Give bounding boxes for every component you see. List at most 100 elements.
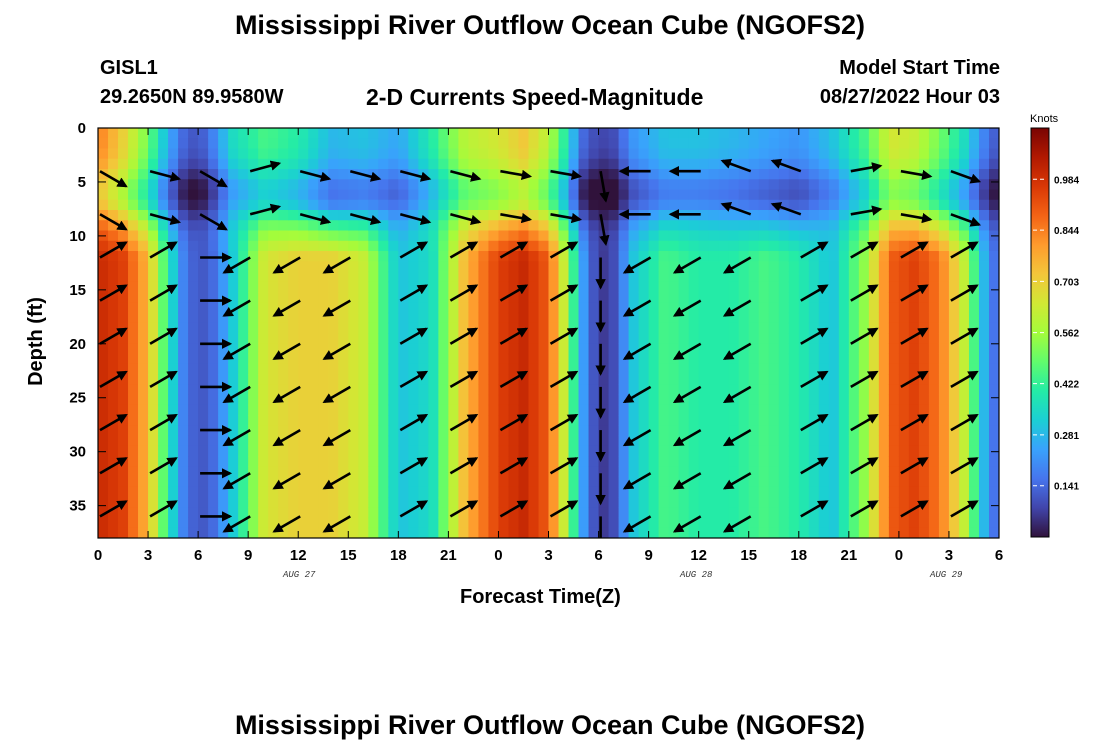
heatmap-cell: [538, 230, 550, 242]
current-arrow: [950, 413, 979, 432]
heatmap-cell: [608, 199, 620, 211]
heatmap-cell: [858, 158, 870, 170]
heatmap-cell: [988, 353, 999, 365]
current-arrow: [950, 169, 982, 184]
heatmap-cell: [928, 517, 940, 529]
heatmap-cell: [198, 456, 209, 467]
heatmap-cell: [708, 199, 720, 211]
heatmap-cell: [558, 138, 570, 150]
heatmap-cell: [468, 507, 480, 519]
x-tick-label: 9: [644, 547, 652, 564]
heatmap-cell: [638, 456, 650, 467]
heatmap-cell: [738, 240, 750, 252]
heatmap-cell: [458, 507, 470, 519]
heatmap-cell: [728, 456, 740, 467]
heatmap-cell: [178, 210, 189, 221]
heatmap-cell: [388, 466, 399, 478]
heatmap-cell: [588, 271, 600, 283]
heatmap-cell: [648, 312, 660, 324]
heatmap-cell: [458, 404, 470, 416]
heatmap-cell: [348, 251, 359, 262]
heatmap-cell: [558, 158, 570, 170]
heatmap-cell: [978, 404, 990, 416]
heatmap-cell: [638, 271, 650, 283]
heatmap-cell: [138, 353, 149, 365]
heatmap-cell: [978, 302, 990, 314]
heatmap-cell: [208, 435, 219, 447]
heatmap-cell: [988, 240, 999, 252]
current-arrow: [722, 472, 752, 490]
heatmap-cell: [408, 343, 419, 355]
heatmap-cell: [758, 384, 770, 396]
heatmap-cell: [258, 497, 269, 508]
heatmap-cell: [728, 169, 740, 180]
heatmap-cell: [408, 466, 419, 478]
heatmap-cell: [778, 527, 790, 538]
heatmap-cell: [108, 445, 119, 457]
heatmap-cell: [548, 261, 560, 273]
heatmap-cell: [308, 158, 319, 170]
heatmap-cell: [308, 138, 319, 150]
heatmap-cell: [388, 220, 399, 232]
heatmap-cell: [458, 486, 470, 498]
heatmap-cell: [248, 497, 259, 508]
heatmap-cell: [778, 138, 790, 150]
heatmap-cell: [578, 312, 590, 324]
heatmap-cell: [908, 435, 920, 447]
heatmap-cell: [108, 404, 119, 416]
heatmap-cell: [118, 435, 129, 447]
heatmap-cell: [988, 312, 999, 324]
heatmap-cell: [618, 292, 630, 303]
heatmap-cell: [508, 343, 520, 355]
heatmap-cell: [588, 517, 600, 529]
heatmap-cell: [908, 497, 920, 508]
heatmap-cell: [628, 425, 640, 437]
heatmap-cell: [158, 404, 169, 416]
heatmap-cell: [498, 425, 510, 437]
heatmap-cell: [788, 353, 800, 365]
heatmap-cell: [448, 435, 459, 447]
heatmap-cell: [438, 507, 449, 519]
heatmap-cell: [798, 169, 810, 180]
heatmap-cell: [948, 312, 960, 324]
heatmap-cell: [708, 425, 720, 437]
heatmap-cell: [148, 384, 159, 396]
heatmap-cell: [878, 445, 890, 457]
heatmap-cell: [348, 312, 359, 324]
heatmap-cell: [718, 486, 730, 498]
heatmap-cell: [848, 199, 860, 211]
heatmap-cell: [588, 179, 600, 191]
heatmap-cell: [108, 343, 119, 355]
heatmap-cell: [798, 333, 810, 344]
heatmap-cell: [238, 497, 249, 508]
heatmap-cell: [798, 476, 810, 488]
heatmap-cell: [228, 271, 239, 283]
heatmap-cell: [968, 251, 980, 262]
heatmap-cell: [558, 363, 570, 375]
heatmap-cell: [268, 445, 279, 457]
heatmap-cell: [558, 292, 570, 303]
heatmap-cell: [598, 466, 610, 478]
heatmap-cell: [718, 281, 730, 293]
heatmap-cell: [488, 251, 500, 262]
heatmap-cell: [838, 261, 850, 273]
colorbar-tick-label: 0.141: [1054, 482, 1079, 493]
heatmap-cell: [928, 251, 940, 262]
current-arrow: [450, 213, 482, 225]
heatmap-cell: [458, 189, 470, 201]
heatmap-cell: [188, 148, 199, 160]
heatmap-cell: [888, 374, 900, 385]
heatmap-cell: [638, 363, 650, 375]
heatmap-cell: [528, 138, 540, 150]
heatmap-cell: [448, 363, 459, 375]
heatmap-cell: [578, 466, 590, 478]
heatmap-cell: [368, 333, 379, 344]
heatmap-cell: [658, 476, 670, 488]
heatmap-cell: [228, 128, 239, 139]
heatmap-cell: [618, 302, 630, 314]
current-arrow: [900, 169, 933, 181]
heatmap-cell: [808, 271, 820, 283]
x-tick-label: 12: [290, 547, 307, 564]
heatmap-cell: [858, 128, 870, 139]
heatmap-cell: [288, 363, 299, 375]
